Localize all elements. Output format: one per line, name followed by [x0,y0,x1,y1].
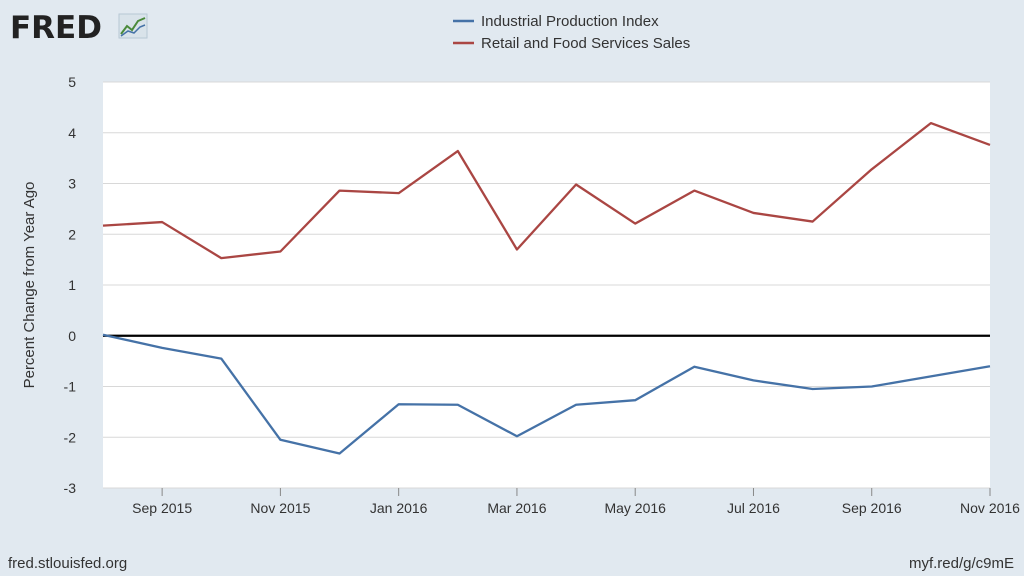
x-tick-label: Nov 2015 [250,500,310,516]
fred-logo[interactable]: FRED [10,10,148,46]
data-point[interactable] [869,384,874,389]
data-point[interactable] [514,434,519,439]
series-line-1[interactable] [102,121,991,260]
data-point[interactable] [751,378,756,383]
data-point[interactable] [574,402,579,407]
data-point[interactable] [692,188,697,193]
y-tick-label: 2 [68,226,76,242]
series-layer [101,121,993,456]
data-point[interactable] [455,149,460,154]
data-point[interactable] [219,256,224,261]
data-point[interactable] [633,398,638,403]
data-point[interactable] [278,249,283,254]
series-line-0[interactable] [102,333,991,455]
y-axis-label: Percent Change from Year Ago [21,182,38,389]
data-point[interactable] [751,210,756,215]
legend: Industrial Production Index Retail and Fo… [453,13,690,52]
x-tick-label: Jan 2016 [370,500,428,516]
x-tick-label: Sep 2016 [842,500,902,516]
y-tick-label: 0 [68,328,76,344]
x-tick-label: Nov 2016 [960,500,1020,516]
y-tick-label: 4 [68,125,76,141]
data-point[interactable] [928,374,933,379]
y-axis-ticks: -3 -2 -1 0 1 2 3 4 5 [64,74,77,496]
data-point[interactable] [514,247,519,252]
legend-label[interactable]: Retail and Food Services Sales [481,35,690,52]
legend-label[interactable]: Industrial Production Index [481,13,659,30]
fred-logo-text: FRED [10,10,102,46]
data-point[interactable] [396,191,401,196]
data-point[interactable] [810,387,815,392]
source-url[interactable]: fred.stlouisfed.org [8,555,128,572]
data-point[interactable] [219,356,224,361]
y-tick-label: 3 [68,176,76,192]
y-tick-label: -3 [64,480,77,496]
data-point[interactable] [988,364,993,369]
data-point[interactable] [633,221,638,226]
y-tick-label: -1 [64,379,77,395]
data-point[interactable] [101,332,106,337]
data-point[interactable] [988,142,993,147]
x-tick-label: Mar 2016 [487,500,546,516]
data-point[interactable] [869,167,874,172]
data-point[interactable] [160,220,165,225]
short-link[interactable]: myf.red/g/c9mE [908,555,1014,572]
data-point[interactable] [101,223,106,228]
data-point[interactable] [396,402,401,407]
data-point[interactable] [455,402,460,407]
y-tick-label: 1 [68,277,76,293]
x-axis-ticks: Sep 2015 Nov 2015 Jan 2016 Mar 2016 May 2016… [132,488,1020,516]
data-point[interactable] [337,451,342,456]
data-point[interactable] [928,121,933,126]
data-point[interactable] [278,437,283,442]
gridlines [103,81,990,489]
data-point[interactable] [692,364,697,369]
data-point[interactable] [810,219,815,224]
data-point[interactable] [337,188,342,193]
y-tick-label: -2 [64,429,77,445]
data-point[interactable] [574,182,579,187]
y-tick-label: 5 [68,74,76,90]
data-point[interactable] [160,345,165,350]
x-tick-label: May 2016 [604,500,666,516]
x-tick-label: Sep 2015 [132,500,192,516]
x-tick-label: Jul 2016 [727,500,780,516]
fred-graph-icon [118,13,148,39]
